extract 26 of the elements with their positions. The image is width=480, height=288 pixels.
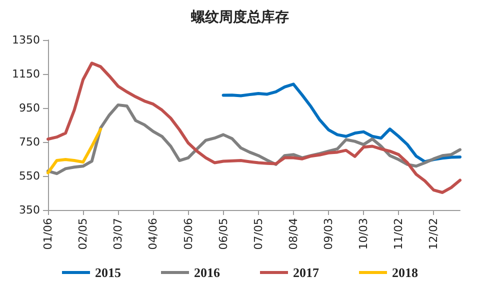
line-series	[46, 62, 462, 194]
x-tick-label: 06/05	[216, 218, 230, 250]
x-tick-label: 12/02	[427, 218, 440, 250]
x-tick-label: 05/06	[182, 218, 195, 250]
y-tick-label: 550	[19, 170, 40, 182]
legend-label: 2015	[95, 265, 122, 280]
chart-title: 螺纹周度总库存	[190, 8, 289, 26]
x-tick-label: 08/04	[286, 218, 300, 250]
line-series	[46, 128, 102, 174]
x-tick-label: 11/02	[392, 218, 406, 250]
x-tick-label: 07/05	[252, 218, 265, 250]
y-tick-label: 1150	[12, 68, 40, 80]
x-tick-label: 04/06	[146, 218, 160, 250]
x-tick-label: 03/07	[112, 218, 125, 250]
x-tick-label: 01/06	[42, 218, 54, 250]
legend-label: 2018	[392, 265, 418, 280]
line-series	[222, 82, 462, 164]
x-tick-label: 10/03	[357, 218, 370, 250]
x-tick-label: 09/03	[322, 218, 336, 250]
y-tick-label: 1350	[12, 34, 40, 46]
x-tick-label: 02/05	[76, 218, 90, 250]
y-tick-label: 350	[19, 204, 40, 216]
y-tick-label: 950	[19, 102, 40, 114]
y-tick-label: 750	[19, 136, 40, 148]
legend-label: 2017	[293, 265, 320, 280]
legend-label: 2016	[194, 265, 220, 280]
